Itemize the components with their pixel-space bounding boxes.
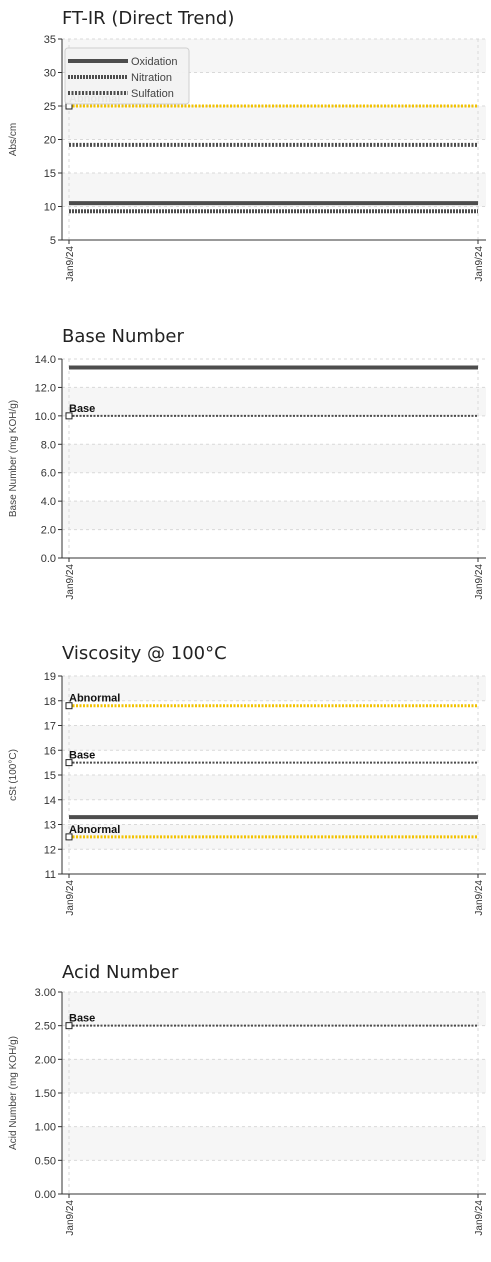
base-number-chart: 0.0 2.0 4.0 6.0 8.0 10.0 12.0 14.0 Jan9/24 Jan9/2… [8,354,486,600]
chart-title: Viscosity @ 100°C [62,643,227,664]
limit-marker [65,702,73,710]
y-axis-title: cSt (100°C) [8,749,19,801]
chart-title: Acid Number [62,962,179,983]
base-number-panel: Base Number 0.0 2.0 4.0 6.0 8.0 10.0 12.0 14.0 J… [0,326,491,626]
chart-title: FT-IR (Direct Trend) [62,8,235,29]
y-tick-label: 1.50 [35,1088,56,1100]
legend-label: Nitration [131,72,172,84]
y-tick-label: 11 [45,869,56,881]
plot-band [62,992,486,1026]
acid-number-chart: 0.00 0.50 1.00 1.50 2.00 2.50 3.00 Jan9/24 Jan9/… [8,987,486,1236]
y-tick-label: 6.0 [41,468,56,480]
y-tick-label: 2.0 [41,525,56,537]
x-tick-label: Jan9/24 [474,564,485,600]
y-tick-label: 10 [44,202,56,214]
legend-label: Sulfation [131,88,174,100]
x-tick-label: Jan9/24 [65,1200,76,1236]
y-tick-label: 35 [44,34,56,46]
y-tick-label: 30 [44,68,56,80]
plot-band [62,676,486,701]
viscosity-chart: 11 12 13 14 15 16 17 18 19 Jan9/24 Jan9/24 cSt (100… [8,671,486,916]
y-tick-label: 19 [44,671,56,683]
chart-title: Base Number [62,326,184,347]
plot-band [62,775,486,800]
limit-label: Abnormal [69,824,120,836]
y-tick-label: 0.0 [41,553,56,565]
plot-band [62,106,486,140]
y-tick-label: 4.0 [41,496,56,508]
y-tick-label: 2.00 [35,1054,56,1066]
y-tick-label: 10.0 [35,411,56,423]
plot-band [62,444,486,473]
y-tick-label: 2.50 [35,1021,56,1033]
acid-number-panel: Acid Number 0.00 0.50 1.00 1.50 2.00 2.50 3.00… [0,962,491,1262]
y-tick-label: 20 [44,135,56,147]
viscosity-panel: Viscosity @ 100°C 11 12 13 14 15 16 17 18 19 Jan9… [0,643,491,943]
y-tick-label: 14.0 [35,354,56,366]
limit-label: Base [69,403,95,415]
limit-marker [65,412,73,420]
limit-label: Base [69,1013,95,1025]
y-tick-label: 14 [44,795,56,807]
x-tick-label: Jan9/24 [474,1200,485,1236]
x-tick-label: Jan9/24 [474,246,485,282]
limit-label: Base [69,750,95,762]
y-tick-label: 15 [44,168,56,180]
y-tick-label: 13 [44,820,56,832]
y-axis-title: Acid Number (mg KOH/g) [8,1036,19,1150]
x-tick-label: Jan9/24 [65,246,76,282]
plot-band [62,1126,486,1161]
y-tick-label: 1.00 [35,1122,56,1134]
plot-band [62,725,486,751]
ftir-panel: FT-IR (Direct Trend) 5 10 15 20 25 30 35 Jan9/2… [0,8,491,308]
x-tick-label: Jan9/24 [474,880,485,916]
y-tick-label: 5 [50,235,56,247]
y-tick-label: 0.50 [35,1155,56,1167]
plot-band [62,1059,486,1093]
y-tick-label: 3.00 [35,987,56,999]
ftir-chart: 5101520253035Jan9/24Jan9/24Abs/cmAbnorma… [8,34,486,282]
y-axis-title: Base Number (mg KOH/g) [8,400,19,517]
x-tick-label: Jan9/24 [65,564,76,600]
limit-label: Abnormal [69,693,120,705]
y-tick-label: 15 [44,770,56,782]
y-tick-label: 8.0 [41,439,56,451]
plot-band [62,387,486,416]
plot-band [62,173,486,207]
y-axis-title: Abs/cm [8,123,19,156]
limit-marker [65,833,73,841]
plot-band [62,501,486,530]
legend-label: Oxidation [131,56,177,68]
x-tick-label: Jan9/24 [65,880,76,916]
y-tick-label: 17 [44,721,56,733]
y-tick-label: 16 [44,745,56,757]
y-tick-label: 18 [44,696,56,708]
y-tick-label: 25 [44,101,56,113]
limit-marker [65,759,73,767]
y-tick-label: 12 [44,844,56,856]
limit-marker [65,1022,73,1030]
y-tick-label: 12.0 [35,382,56,394]
y-tick-label: 0.00 [35,1189,56,1201]
